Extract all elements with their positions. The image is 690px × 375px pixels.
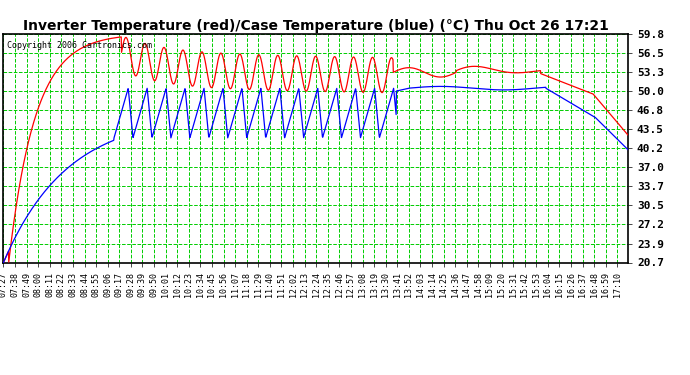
Title: Inverter Temperature (red)/Case Temperature (blue) (°C) Thu Oct 26 17:21: Inverter Temperature (red)/Case Temperat…	[23, 19, 609, 33]
Text: Copyright 2006 Cartronics.com: Copyright 2006 Cartronics.com	[7, 40, 152, 50]
